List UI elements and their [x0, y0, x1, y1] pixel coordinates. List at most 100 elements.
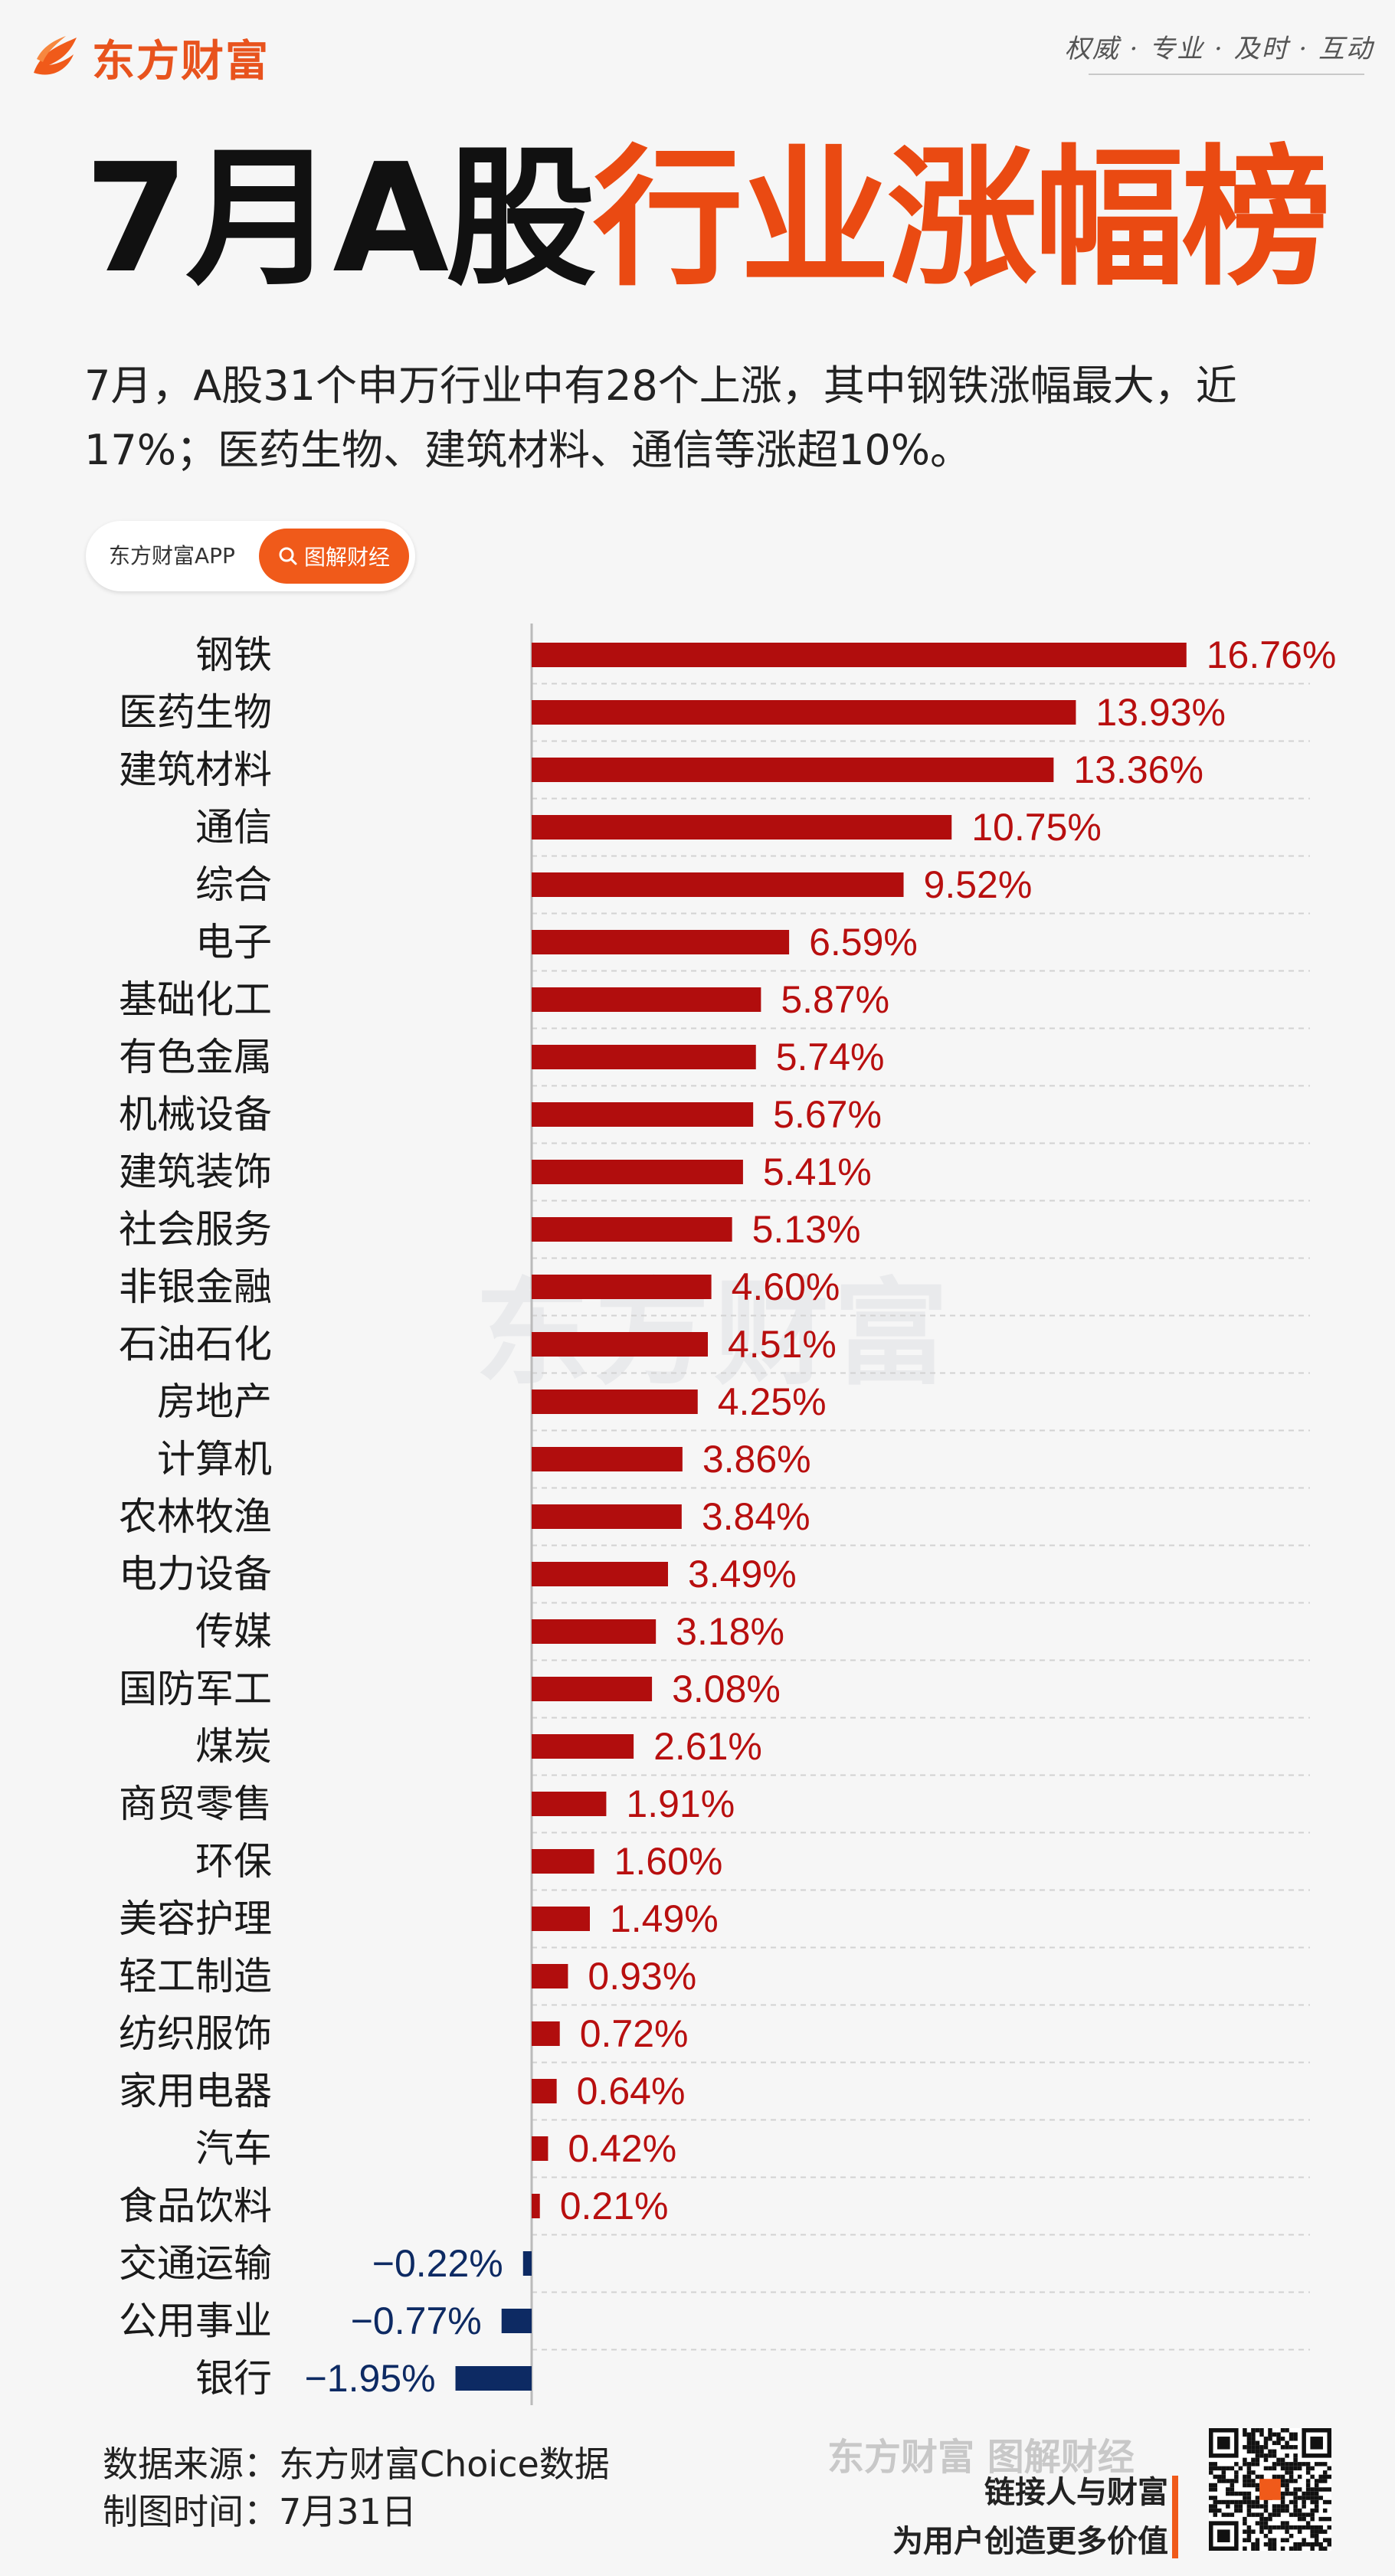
qr-module — [1255, 2487, 1260, 2492]
qr-module — [1243, 2521, 1247, 2525]
qr-module — [1226, 2504, 1230, 2509]
qr-module — [1310, 2491, 1315, 2496]
value-label: 3.08% — [672, 1668, 781, 1710]
qr-module — [1246, 2474, 1252, 2479]
category-label: 有色金属 — [119, 1035, 272, 1079]
qr-module — [1289, 2525, 1294, 2530]
category-label: 汽车 — [195, 2126, 272, 2171]
qr-module — [1238, 2466, 1243, 2471]
category-label: 电力设备 — [119, 1552, 272, 1596]
qr-module — [1318, 2462, 1323, 2466]
qr-module — [1280, 2521, 1285, 2525]
chart-gridlines — [532, 682, 1310, 2351]
footer-brand: 东方财富 图解财经 — [827, 2436, 1135, 2479]
qr-module — [1209, 2462, 1213, 2466]
category-label: 计算机 — [157, 1437, 272, 1481]
qr-module — [1322, 2516, 1328, 2522]
qr-module — [1209, 2504, 1213, 2509]
qr-module — [1289, 2432, 1294, 2437]
bar-13 — [532, 1332, 709, 1357]
qr-module — [1255, 2546, 1260, 2551]
qr-module — [1251, 2546, 1256, 2551]
qr-module — [1255, 2440, 1260, 2446]
value-label: 16.76% — [1207, 633, 1337, 676]
qr-module — [1297, 2508, 1302, 2513]
qr-module — [1213, 2483, 1218, 2488]
qr-module — [1246, 2499, 1252, 2505]
qr-module — [1246, 2538, 1252, 2542]
bar-8 — [532, 1045, 756, 1069]
bar-30 — [501, 2309, 532, 2333]
bar-5 — [532, 872, 904, 897]
category-label: 建筑材料 — [119, 748, 272, 792]
qr-module — [1213, 2474, 1218, 2479]
qr-module — [1289, 2533, 1294, 2538]
qr-module — [1272, 2449, 1277, 2454]
qr-module — [1310, 2487, 1315, 2492]
qr-module — [1327, 2516, 1331, 2522]
qr-module — [1209, 2470, 1213, 2475]
qr-code-icon[interactable] — [1209, 2428, 1331, 2551]
qr-module — [1246, 2440, 1252, 2446]
category-label: 石油石化 — [119, 1322, 272, 1367]
qr-module — [1221, 2470, 1226, 2475]
qr-module — [1209, 2483, 1213, 2488]
qr-module — [1263, 2457, 1269, 2463]
qr-module — [1280, 2457, 1285, 2463]
qr-module — [1314, 2533, 1319, 2538]
qr-module — [1246, 2437, 1252, 2441]
bar-7 — [532, 987, 761, 1012]
qr-module — [1238, 2491, 1243, 2496]
qr-module — [1243, 2516, 1247, 2522]
qr-module — [1276, 2525, 1281, 2530]
qr-module — [1276, 2462, 1281, 2466]
qr-module — [1243, 2499, 1247, 2505]
qr-module — [1268, 2525, 1272, 2530]
qr-module — [1251, 2479, 1256, 2483]
qr-module — [1221, 2474, 1226, 2479]
bar-26 — [532, 2079, 557, 2103]
category-label: 家用电器 — [119, 2069, 272, 2113]
qr-module — [1293, 2542, 1298, 2547]
qr-module — [1285, 2483, 1289, 2488]
footer-accent-bar — [1172, 2476, 1178, 2558]
qr-module — [1268, 2466, 1272, 2471]
qr-module — [1314, 2538, 1319, 2542]
app-pill[interactable]: 东方财富APP 图解财经 — [86, 521, 415, 591]
qr-module — [1318, 2542, 1323, 2547]
qr-module — [1251, 2504, 1256, 2509]
qr-module — [1285, 2504, 1289, 2509]
qr-module — [1255, 2504, 1260, 2509]
qr-module — [1251, 2470, 1256, 2475]
graphic-finance-button[interactable]: 图解财经 — [259, 529, 409, 584]
bar-20 — [532, 1734, 634, 1759]
qr-module — [1302, 2516, 1306, 2522]
value-label: 0.21% — [560, 2185, 669, 2227]
footer-slogan-line-1: 链接人与财富 — [984, 2475, 1168, 2510]
qr-module — [1314, 2525, 1319, 2530]
qr-module — [1268, 2428, 1272, 2433]
qr-module — [1251, 2529, 1256, 2534]
qr-module — [1238, 2499, 1243, 2505]
qr-module — [1293, 2457, 1298, 2463]
qr-module — [1314, 2487, 1319, 2492]
qr-module — [1255, 2542, 1260, 2547]
qr-module — [1310, 2542, 1315, 2547]
qr-module — [1293, 2546, 1298, 2551]
qr-module — [1268, 2542, 1272, 2547]
qr-module — [1272, 2538, 1277, 2542]
value-label: 5.87% — [781, 978, 889, 1021]
qr-module — [1318, 2487, 1323, 2492]
category-label: 传媒 — [195, 1609, 272, 1654]
value-label: −0.77% — [351, 2299, 482, 2342]
qr-module — [1230, 2479, 1235, 2483]
qr-module — [1293, 2508, 1298, 2513]
category-label: 公用事业 — [119, 2299, 272, 2343]
app-pill-label: 东方财富APP — [109, 543, 235, 568]
qr-module — [1243, 2479, 1247, 2483]
chart-bars — [455, 643, 1187, 2391]
qr-module — [1263, 2533, 1269, 2538]
qr-module — [1314, 2508, 1319, 2513]
qr-module — [1302, 2491, 1306, 2496]
qr-module — [1243, 2445, 1247, 2450]
